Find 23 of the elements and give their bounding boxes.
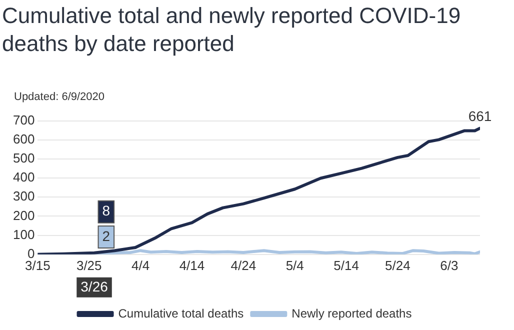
x-tick-label: 5/14 xyxy=(334,258,359,273)
y-tick-label: 700 xyxy=(12,112,35,128)
x-tick-label: 4/24 xyxy=(230,258,256,273)
y-tick-label: 400 xyxy=(12,170,35,185)
x-tick-label: 5/24 xyxy=(385,258,410,273)
annotation: 2 xyxy=(102,228,110,244)
y-tick-label: 600 xyxy=(12,131,35,146)
x-tick-label: 4/14 xyxy=(179,258,205,273)
chart-title: Cumulative total and newly reported COVID-19 deaths by date reported xyxy=(2,2,462,58)
x-tick-label: 6/3 xyxy=(440,258,458,273)
y-tick-label: 200 xyxy=(12,208,35,223)
text: 3/26 xyxy=(80,278,108,294)
x-tick-label: 4/4 xyxy=(132,258,150,273)
x-tick-label: 5/4 xyxy=(286,258,304,273)
annotation: 8 xyxy=(102,202,110,219)
annotation: 661 xyxy=(468,108,492,124)
y-tick-label: 100 xyxy=(12,226,35,242)
legend-label: Cumulative total deaths xyxy=(118,306,244,320)
y-tick-label: 300 xyxy=(12,188,35,204)
x-tick-label: 3/25 xyxy=(76,258,102,273)
y-tick-label: 500 xyxy=(12,150,35,166)
chart-subtitle: Updated: 6/9/2020 xyxy=(14,91,105,103)
legend-label: Newly reported deaths xyxy=(292,306,412,320)
